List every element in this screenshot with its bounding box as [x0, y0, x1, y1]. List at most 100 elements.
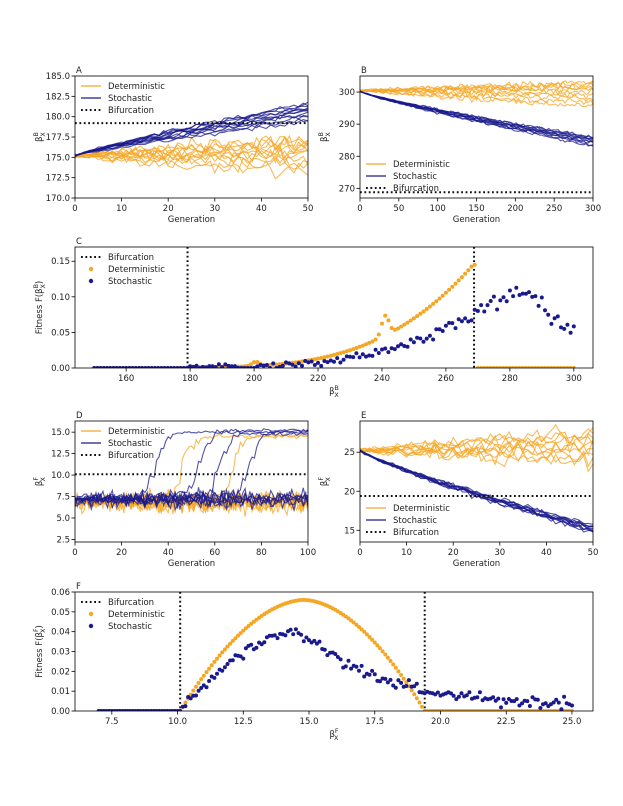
sto-point-F-144: [475, 695, 480, 700]
sto-point-C-9: [121, 366, 125, 368]
sto-point-C-49: [248, 366, 253, 368]
det-point-F-112: [391, 662, 396, 667]
det-point-C-134: [520, 366, 525, 368]
sto-point-C-59: [280, 363, 285, 368]
series-B-deterministic: [360, 80, 593, 108]
sto-point-C-113: [453, 326, 458, 331]
det-point-C-141: [543, 366, 547, 368]
det-point-C-84: [360, 343, 365, 348]
det-point-F-123: [420, 704, 425, 709]
det-point-C-115: [459, 275, 464, 280]
sto-point-C-87: [370, 353, 375, 358]
sto-point-C-74: [328, 358, 333, 363]
sto-point-C-53: [261, 363, 266, 368]
det-point-F-113: [393, 665, 398, 670]
sto-point-F-117: [404, 684, 409, 688]
det-point-F-103: [367, 635, 372, 639]
det-point-F-110: [385, 655, 390, 660]
sto-point-F-107: [378, 679, 382, 684]
sto-point-C-33: [197, 366, 202, 368]
sto-point-C-18: [149, 366, 154, 368]
sto-point-C-106: [431, 337, 436, 342]
sto-point-F-155: [504, 700, 509, 705]
y-axis-label-A-base: β: [35, 136, 45, 141]
sto-point-C-95: [396, 344, 400, 349]
sto-point-C-65: [300, 363, 304, 368]
det-point-C-138: [533, 366, 538, 368]
sto-point-C-98: [405, 344, 410, 349]
y-axis-label-E-sub: X: [324, 476, 332, 481]
det-point-F-45: [215, 656, 219, 661]
sto-point-C-80: [348, 354, 352, 359]
y-axis-label-B-sup: B: [317, 132, 325, 136]
sto-point-C-103: [421, 339, 426, 344]
run-line-E-stochastic-8: [360, 449, 593, 527]
det-point-C-80: [348, 348, 352, 353]
det-point-F-40: [201, 673, 206, 678]
sto-point-C-125: [491, 294, 496, 299]
sto-point-F-173: [551, 700, 556, 705]
sto-point-F-115: [399, 680, 404, 685]
x-tick-label-E-1: 10: [401, 548, 412, 558]
sto-point-F-105: [372, 672, 377, 677]
sto-point-C-129: [504, 299, 509, 304]
x-axis-label-B: Generation: [453, 215, 500, 225]
det-point-C-55: [268, 363, 272, 367]
det-point-C-121: [479, 366, 484, 368]
y-axis-label-C-sub: X: [39, 284, 47, 289]
sto-point-C-23: [165, 366, 170, 368]
sto-point-F-99: [357, 668, 361, 673]
det-point-F-122: [417, 700, 422, 705]
det-point-C-128: [501, 366, 506, 368]
sto-point-F-100: [359, 663, 364, 668]
det-point-F-121: [414, 696, 419, 701]
det-point-F-100: [359, 627, 364, 632]
legend-label-A-0: Deterministic: [108, 82, 165, 92]
det-point-C-101: [415, 314, 420, 319]
sto-point-C-35: [204, 365, 209, 368]
x-tick-label-C-0: 160: [118, 374, 134, 384]
panel-E: E 0 10 20 30 40 50 15 20 25 Generation βFX Determini…: [317, 411, 598, 569]
det-point-C-65: [300, 359, 304, 364]
run-line-E-deterministic-4: [360, 439, 593, 457]
det-point-C-97: [402, 322, 407, 327]
sto-point-F-129: [435, 690, 440, 695]
sto-point-C-29: [184, 366, 189, 368]
y-axis-label-C-sup: B: [32, 284, 40, 288]
det-point-F-117: [404, 680, 409, 685]
x-tick-label-A-3: 30: [209, 204, 220, 214]
det-point-C-91: [383, 313, 388, 318]
det-point-F-44: [212, 659, 217, 664]
sto-point-C-46: [239, 366, 244, 368]
sto-point-F-168: [538, 706, 543, 710]
run-line-A-deterministic-6: [75, 144, 308, 163]
det-point-C-140: [539, 366, 544, 368]
sto-point-C-117: [466, 319, 471, 324]
sto-point-C-34: [200, 364, 205, 368]
run-line-E-stochastic-9: [360, 450, 593, 525]
sto-point-C-105: [427, 333, 432, 338]
run-line-E-deterministic-6: [360, 435, 593, 456]
sto-point-C-121: [479, 303, 484, 308]
y-axis-label-A: βBX: [32, 132, 47, 142]
sto-point-C-24: [168, 366, 173, 368]
y-tick-label-F-3: 0.03: [51, 648, 70, 658]
det-point-F-56: [243, 626, 248, 631]
y-tick-label-A-3: 177.5: [46, 133, 70, 143]
sto-point-C-8: [117, 366, 122, 368]
det-point-F-102: [364, 632, 369, 637]
x-axis-label-F-sup: F: [335, 727, 339, 735]
sto-point-F-63: [262, 640, 267, 645]
sto-point-C-48: [245, 366, 250, 368]
legend-label-B-0: Deterministic: [393, 160, 450, 170]
sto-point-C-17: [146, 366, 151, 368]
sto-point-F-82: [312, 638, 317, 643]
x-axis-label-C: βB X: [329, 384, 339, 399]
det-point-C-73: [325, 354, 330, 359]
sto-point-C-54: [264, 363, 269, 367]
sto-point-C-63: [293, 364, 298, 368]
sto-point-C-22: [162, 366, 167, 368]
legend-E: Deterministic Stochastic Bifurcation: [366, 504, 450, 538]
sto-point-C-56: [271, 361, 276, 366]
y-axis-label-E-base: β: [320, 481, 330, 486]
